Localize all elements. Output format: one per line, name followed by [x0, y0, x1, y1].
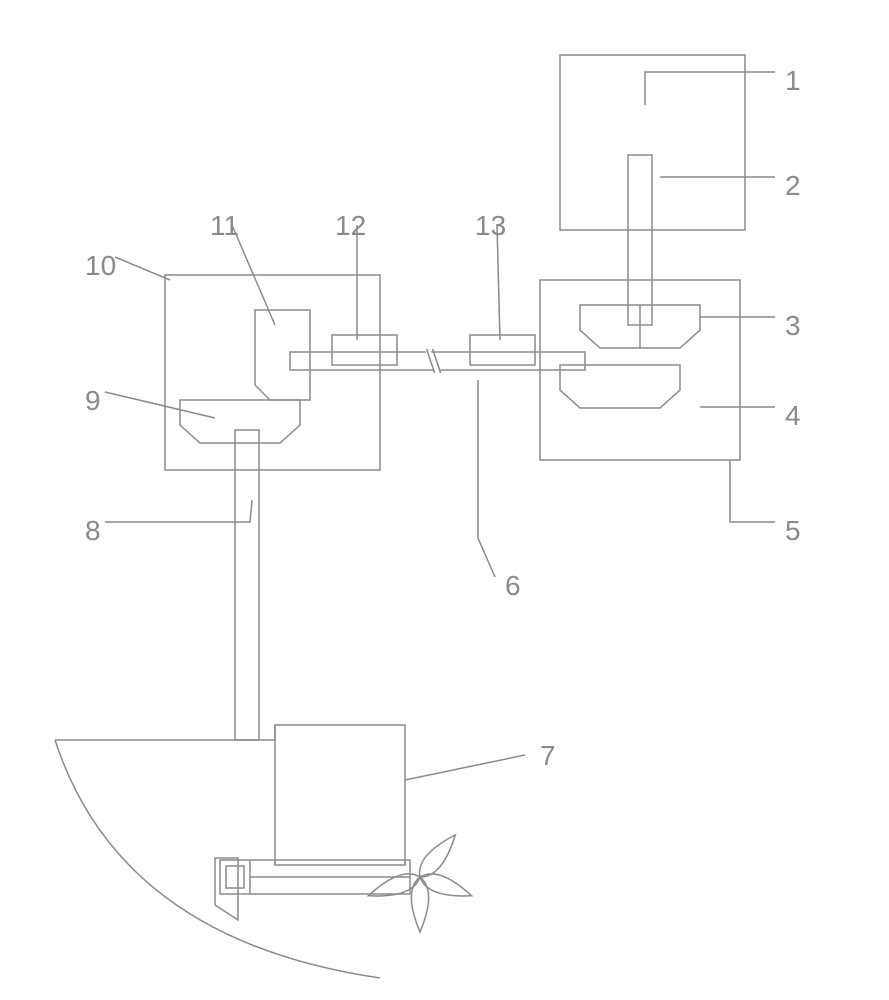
- callout-label-3: 3: [785, 310, 801, 341]
- callout-label-8: 8: [85, 515, 101, 546]
- callout-label-4: 4: [785, 400, 801, 431]
- callout-label-11: 11: [210, 210, 239, 241]
- callout-label-7: 7: [540, 740, 556, 771]
- hull-arc: [55, 740, 380, 978]
- callout-label-5: 5: [785, 515, 801, 546]
- callout-label-13: 13: [475, 210, 506, 241]
- propeller-blade: [420, 835, 456, 877]
- callout-label-12: 12: [335, 210, 366, 241]
- callout-label-1: 1: [785, 65, 801, 96]
- callout-label-6: 6: [505, 570, 521, 601]
- callout-label-10: 10: [85, 250, 116, 281]
- callout-label-2: 2: [785, 170, 801, 201]
- callout-label-9: 9: [85, 385, 101, 416]
